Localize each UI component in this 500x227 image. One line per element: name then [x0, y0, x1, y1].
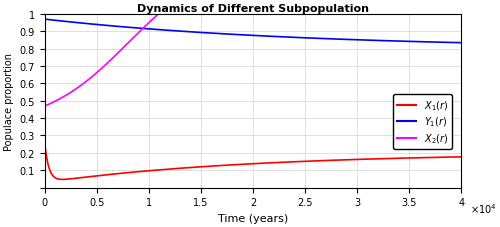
Title: Dynamics of Different Subpopulation: Dynamics of Different Subpopulation [137, 4, 369, 14]
X-axis label: Time (years): Time (years) [218, 213, 288, 223]
Y-axis label: Populace proportion: Populace proportion [4, 52, 14, 150]
Text: $\times10^4$: $\times10^4$ [470, 202, 496, 215]
Legend: $X_1(r)$, $Y_1(r)$, $X_2(r)$: $X_1(r)$, $Y_1(r)$, $X_2(r)$ [393, 95, 452, 149]
